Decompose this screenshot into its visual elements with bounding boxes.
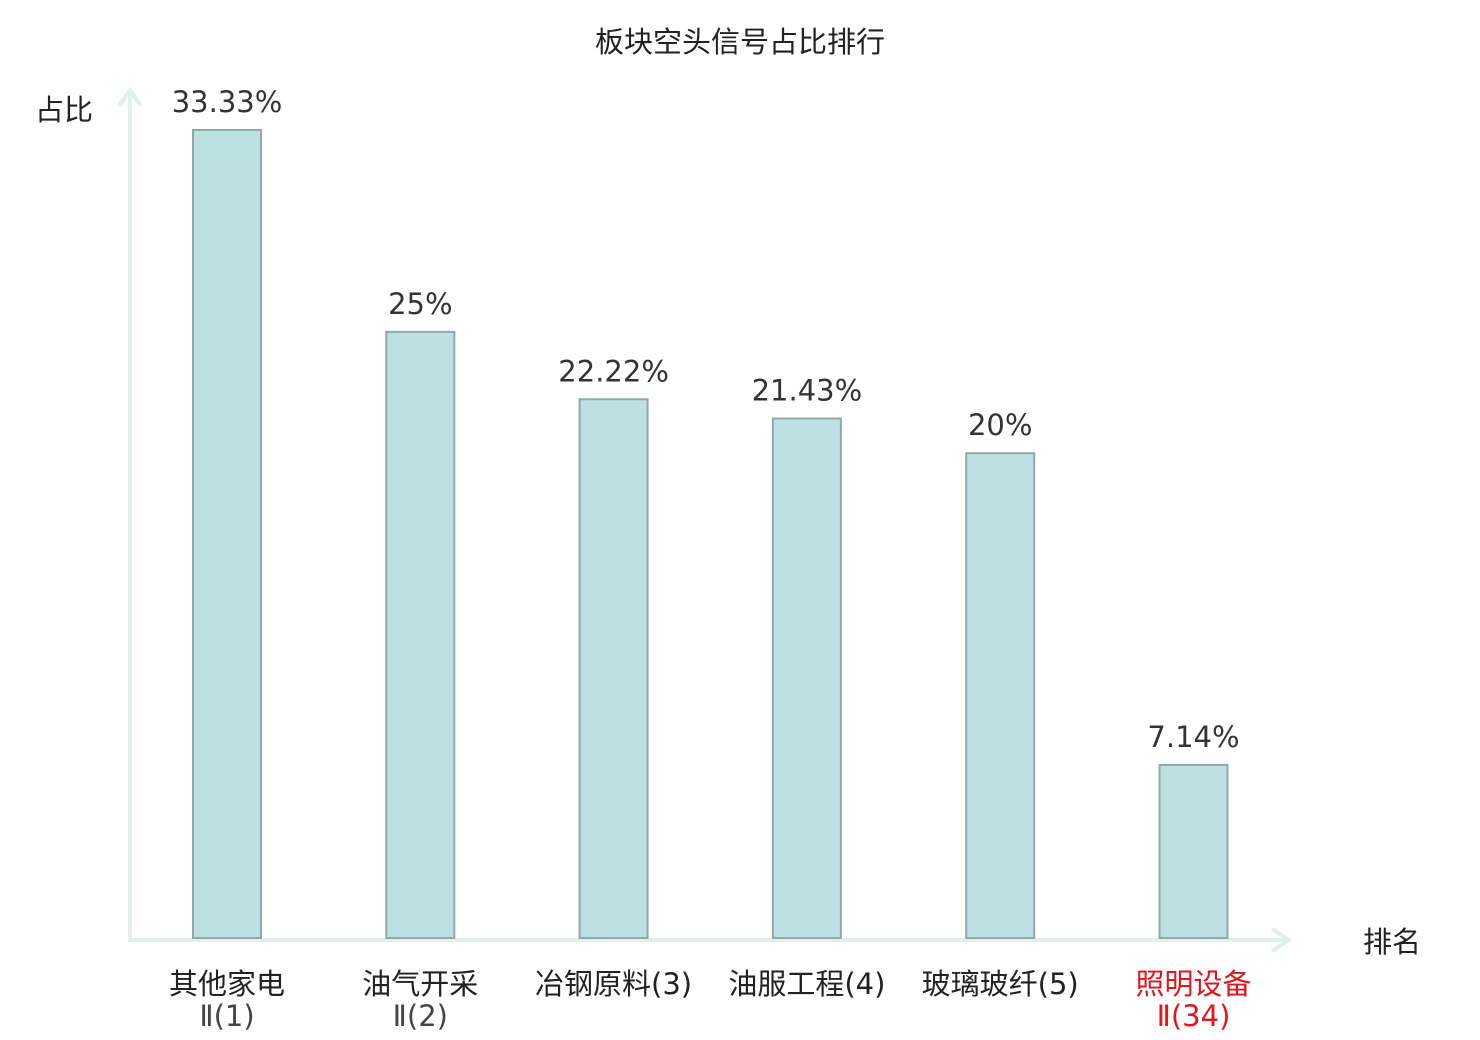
y-axis-label: 占比 — [35, 93, 93, 127]
bar — [192, 129, 262, 939]
data-label: 22.22% — [558, 354, 669, 388]
value-labels-group: 33.33% 25% 22.22% 21.43% 20% 7.14% — [172, 85, 1240, 754]
x-axis-arrow — [1270, 927, 1293, 953]
x-tick-sublabel: Ⅱ(1) — [199, 999, 254, 1033]
x-tick-label: 其他家电 — [169, 967, 285, 1001]
bar — [1158, 763, 1229, 940]
x-tick-sublabel: Ⅱ(2) — [393, 999, 448, 1033]
x-tick-label: 油服工程(4) — [728, 967, 885, 1001]
x-axis-label: 排名 — [1363, 925, 1421, 959]
axes — [117, 86, 1293, 953]
bar — [578, 398, 649, 939]
chart-title: 板块空头信号占比排行 — [595, 25, 885, 59]
bar — [965, 452, 1036, 939]
data-label: 33.33% — [172, 85, 283, 119]
bar — [385, 330, 456, 939]
x-tick-sublabel: Ⅱ(34) — [1157, 999, 1231, 1033]
bar — [771, 417, 842, 939]
data-label: 7.14% — [1147, 720, 1239, 754]
data-label: 20% — [968, 408, 1032, 442]
y-axis-arrow — [117, 86, 143, 108]
x-tick-label: 油气开采 — [362, 967, 478, 1001]
data-label: 25% — [388, 287, 452, 321]
bars-group — [192, 129, 1229, 940]
x-tick-label: 照明设备 — [1135, 967, 1251, 1001]
x-tick-label: 玻璃玻纤(5) — [922, 967, 1079, 1001]
data-label: 21.43% — [752, 374, 863, 408]
x-tick-label: 冶钢原料(3) — [535, 967, 692, 1001]
